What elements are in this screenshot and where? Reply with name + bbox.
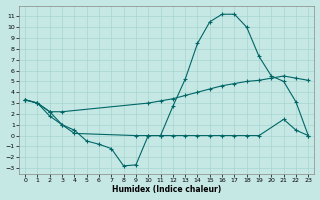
- X-axis label: Humidex (Indice chaleur): Humidex (Indice chaleur): [112, 185, 221, 194]
